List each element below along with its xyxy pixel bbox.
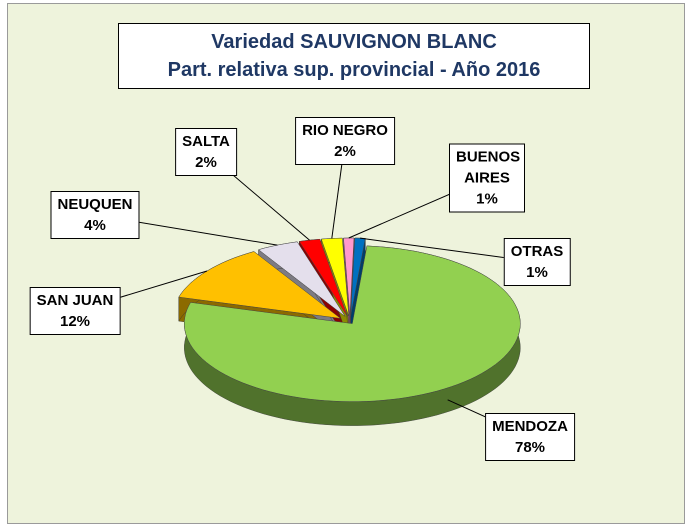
label-category: OTRAS — [510, 243, 564, 260]
title-line: Variedad SAUVIGNON BLANC — [211, 31, 497, 53]
label-category: SAN JUAN — [36, 292, 114, 309]
data-label: SAN JUAN 12% — [29, 287, 121, 335]
label-category: SALTA — [182, 133, 230, 150]
label-value: 2% — [195, 154, 217, 171]
label-value: 1% — [526, 264, 548, 281]
slice — [343, 237, 355, 317]
data-label: SALTA 2% — [175, 128, 237, 176]
label-value: 78% — [514, 439, 546, 456]
label-category: MENDOZA — [492, 418, 568, 435]
slice — [320, 237, 350, 317]
data-label: BUENOS AIRES 1% — [449, 143, 525, 213]
slice — [184, 245, 521, 402]
label-value: 12% — [59, 313, 91, 330]
slice — [350, 237, 366, 317]
data-label: OTRAS 1% — [503, 238, 571, 286]
label-category: RIO NEGRO — [302, 122, 388, 139]
title-line: Part. relativa sup. provincial - Año 201… — [167, 59, 541, 81]
data-label: RIO NEGRO 2% — [295, 117, 395, 165]
chart-title: Variedad SAUVIGNON BLANC Part. relativa … — [118, 23, 590, 89]
data-label: NEUQUEN 4% — [50, 191, 140, 239]
data-label: MENDOZA 78% — [485, 413, 575, 461]
label-value: 1% — [476, 190, 498, 208]
label-category: BUENOS AIRES — [456, 148, 521, 187]
label-value: 4% — [84, 217, 106, 234]
label-value: 2% — [334, 143, 356, 160]
slice — [258, 241, 346, 317]
label-category: NEUQUEN — [57, 196, 133, 213]
